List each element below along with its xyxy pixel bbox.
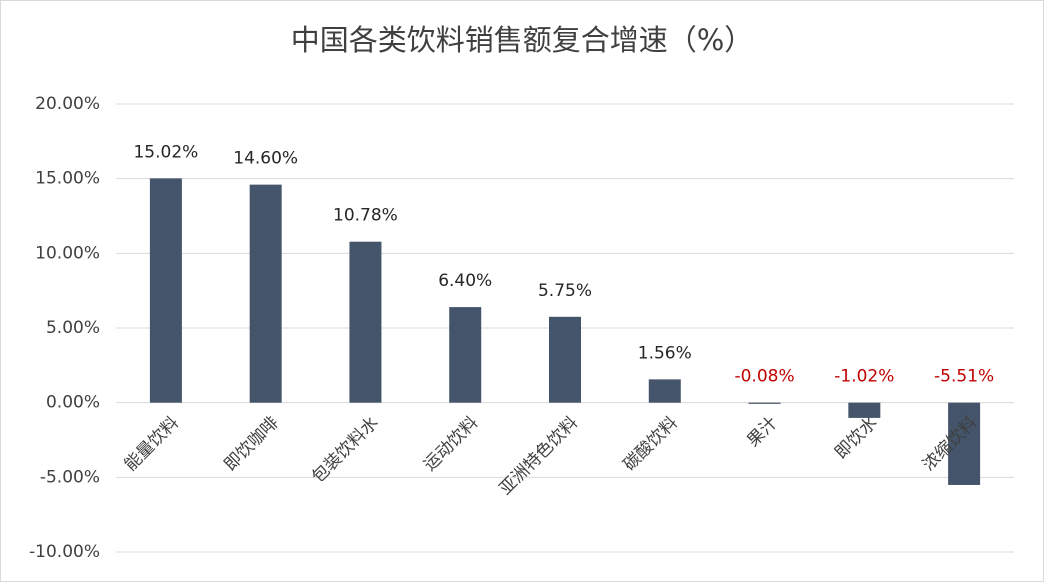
- y-tick-label: 20.00%: [35, 94, 100, 114]
- value-label: 15.02%: [133, 142, 198, 162]
- bar: [449, 307, 482, 403]
- value-label: 14.60%: [233, 149, 298, 169]
- bar: [648, 379, 681, 403]
- y-tick-label: 10.00%: [35, 243, 100, 263]
- y-tick-label: -10.00%: [29, 542, 100, 562]
- value-label: 10.78%: [333, 206, 398, 226]
- value-label: -5.51%: [934, 367, 994, 387]
- bar: [948, 402, 981, 485]
- value-label: -0.08%: [734, 367, 794, 387]
- chart-title: 中国各类饮料销售额复合增速（%）: [291, 23, 754, 57]
- y-tick-label: 15.00%: [35, 169, 100, 189]
- y-tick-label: 0.00%: [46, 393, 100, 413]
- value-label: 1.56%: [638, 343, 692, 363]
- bar: [848, 402, 881, 418]
- bar: [149, 178, 182, 403]
- value-label: 5.75%: [538, 281, 592, 301]
- bar: [549, 316, 581, 403]
- y-tick-label: -5.00%: [40, 467, 100, 487]
- bar: [349, 241, 382, 403]
- value-label: 6.40%: [438, 271, 492, 291]
- bar: [249, 184, 282, 403]
- value-label: -1.02%: [834, 367, 894, 387]
- bar: [748, 402, 781, 404]
- y-tick-label: 5.00%: [46, 318, 100, 338]
